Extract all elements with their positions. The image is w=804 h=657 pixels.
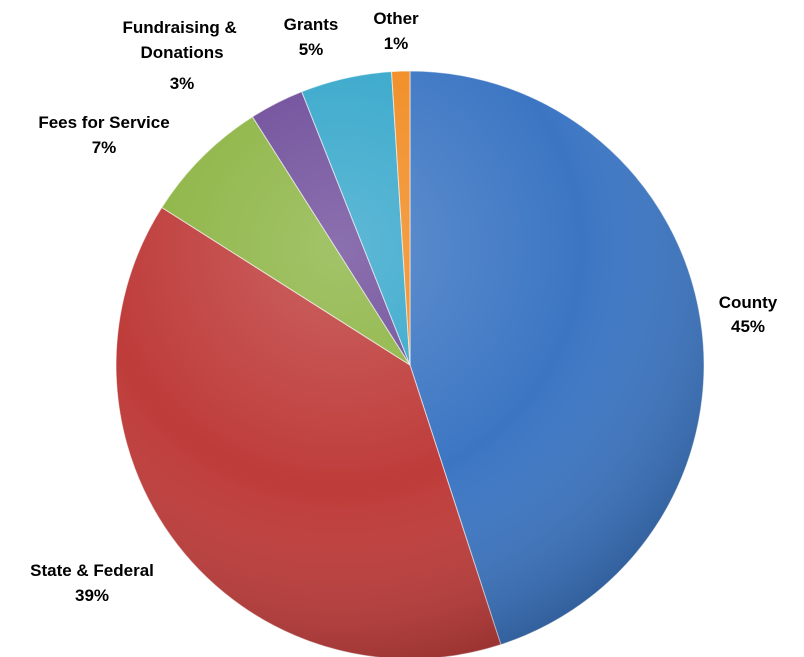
slice-name-grants: Grants: [284, 15, 339, 34]
slice-name-county: County: [719, 293, 778, 312]
slice-value-fundraising-donations: 3%: [170, 74, 195, 93]
slice-value-fees-for-service: 7%: [92, 138, 117, 157]
slice-label-fees-for-service: Fees for Service 7%: [38, 113, 169, 157]
slice-value-state-federal: 39%: [75, 586, 109, 605]
slice-label-other: Other 1%: [373, 9, 419, 53]
slice-value-grants: 5%: [299, 40, 324, 59]
slice-value-other: 1%: [384, 34, 409, 53]
slice-name-fees-for-service: Fees for Service: [38, 113, 169, 132]
slice-label-grants: Grants 5%: [284, 15, 339, 59]
slice-label-fundraising-donations: Fundraising & Donations 3%: [122, 18, 241, 93]
pie-slices: [115, 70, 705, 657]
slice-label-county: County 45%: [719, 293, 778, 336]
slice-name-state-federal: State & Federal: [30, 561, 154, 580]
slice-label-state-federal: State & Federal 39%: [30, 561, 154, 605]
slice-name-fundraising-line1: Fundraising & Donations: [122, 18, 241, 62]
slice-name-other: Other: [373, 9, 419, 28]
slice-value-county: 45%: [731, 317, 765, 336]
